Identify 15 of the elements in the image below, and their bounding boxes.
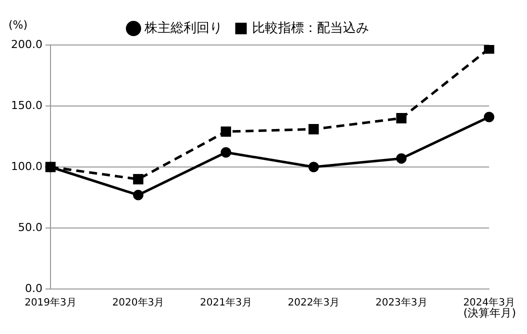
y-tick-label: 50.0 <box>18 220 42 234</box>
y-tick-label: 0.0 <box>24 282 42 295</box>
y-tick-label: 100.0 <box>10 160 42 173</box>
x-axis-title: (決算年月) <box>463 306 516 320</box>
x-tick-label: 2023年3月 <box>375 296 428 309</box>
legend-label: 株主総利回り <box>144 20 222 36</box>
x-tick-label: 2020年3月 <box>112 296 164 309</box>
y-tick-label: 150.0 <box>10 98 42 112</box>
x-tick-label: 2021年3月 <box>200 296 252 309</box>
x-tick-label: 2022年3月 <box>288 296 340 309</box>
legend-label: 比較指標：配当込み <box>252 20 369 36</box>
x-tick-label: 2024年3月 <box>463 296 515 309</box>
y-tick-label: 200.0 <box>10 38 42 51</box>
y-axis-title: (%) <box>8 18 28 32</box>
x-tick-label: 2019年3月 <box>24 296 76 309</box>
